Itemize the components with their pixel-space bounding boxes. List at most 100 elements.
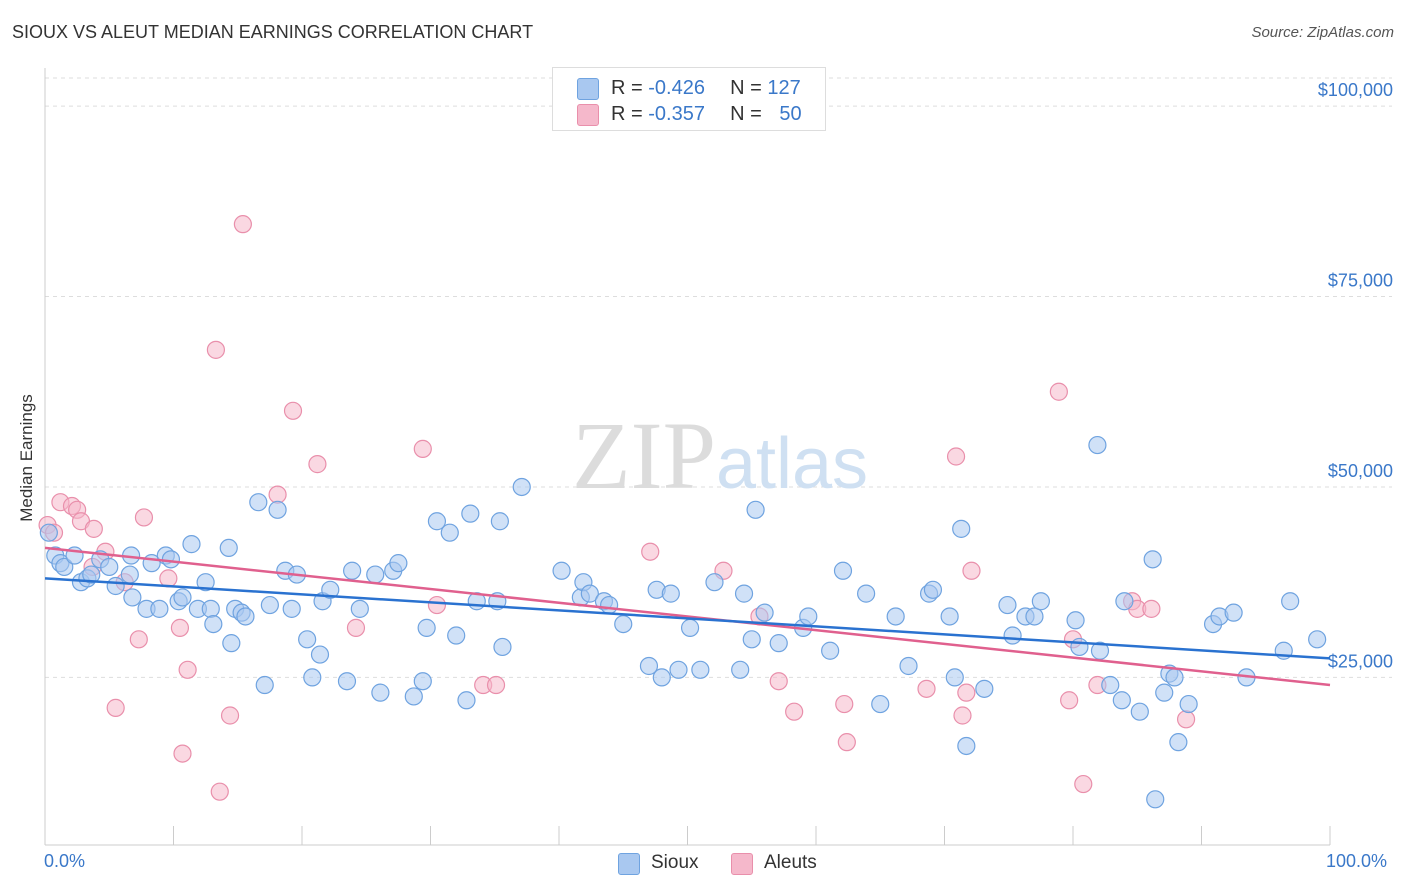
sioux-point: [1165, 668, 1184, 687]
axes: [44, 68, 1331, 846]
sioux-point: [1155, 683, 1174, 702]
sioux-point: [940, 607, 959, 626]
aleut-point: [308, 455, 327, 474]
legend-label-aleuts: Aleuts: [764, 852, 817, 873]
legend-label-sioux: Sioux: [651, 852, 699, 873]
sioux-point: [222, 634, 241, 653]
sioux-point: [639, 656, 659, 676]
y-tick-label: $25,000: [1328, 651, 1393, 671]
sioux-point: [321, 580, 340, 599]
aleut-point: [134, 508, 154, 527]
aleut-point: [917, 679, 936, 698]
sioux-point: [1169, 733, 1188, 752]
sioux-point: [298, 630, 317, 649]
sioux-point: [282, 599, 301, 618]
sioux-point: [413, 672, 432, 691]
sioux-point: [871, 694, 890, 714]
n-label: N =: [730, 103, 768, 125]
sioux-point: [440, 523, 459, 542]
sioux-point: [945, 668, 964, 687]
aleut-point: [946, 447, 966, 466]
sioux-point: [821, 641, 840, 660]
aleut-point: [1074, 774, 1093, 794]
aleut-point: [210, 782, 229, 801]
sioux-point: [255, 675, 274, 695]
sioux-point: [1101, 675, 1120, 695]
sioux-point: [371, 683, 390, 702]
sioux-point: [652, 668, 671, 687]
aleut-point: [283, 401, 303, 420]
y-tick-labels: $25,000 $50,000 $75,000 $100,000: [1318, 80, 1393, 671]
sioux-point: [680, 618, 700, 637]
sioux-point: [731, 660, 750, 679]
sioux-point: [457, 691, 476, 710]
sioux-point: [201, 599, 220, 618]
sioux-point: [769, 634, 788, 653]
aleut-point: [641, 542, 660, 561]
n-value: 127: [767, 77, 801, 99]
sioux-points: [39, 435, 1327, 809]
sioux-point: [427, 512, 447, 531]
sioux-point: [268, 500, 287, 519]
aleut-point: [837, 733, 856, 752]
sioux-point: [833, 561, 853, 580]
sioux-point: [350, 599, 369, 618]
sioux-point: [236, 607, 255, 626]
sioux-point: [55, 557, 74, 577]
sioux-point: [691, 660, 710, 679]
sioux-point: [493, 637, 512, 657]
sioux-point: [614, 614, 633, 634]
sioux-point: [219, 538, 238, 558]
x-ticks: [44, 826, 1331, 845]
sioux-point: [249, 493, 268, 512]
aleut-point: [1176, 710, 1196, 729]
sioux-point: [512, 477, 531, 497]
sioux-point: [204, 614, 223, 634]
sioux-point: [1031, 592, 1050, 611]
aleut-point: [220, 706, 240, 725]
r-label: R =: [611, 103, 649, 125]
sioux-point: [755, 603, 774, 622]
aleut-point: [413, 439, 432, 458]
aleut-point: [268, 485, 287, 504]
sioux-point: [857, 584, 876, 603]
sioux-swatch: [577, 78, 599, 100]
sioux-point: [600, 595, 619, 615]
sioux-point: [150, 599, 169, 618]
sioux-point: [886, 607, 905, 626]
aleut-point: [178, 660, 197, 679]
sioux-point: [1281, 592, 1300, 611]
aleut-point: [785, 702, 804, 721]
r-value: -0.357: [648, 103, 705, 125]
zipatlas-watermark: ZIPatlas: [572, 402, 868, 509]
r-value: -0.426: [648, 77, 705, 99]
aleut-point: [962, 561, 981, 580]
sioux-point: [196, 573, 215, 592]
aleut-point: [769, 672, 788, 691]
y-tick-label: $75,000: [1328, 271, 1393, 291]
sioux-point: [742, 630, 761, 649]
sioux-point: [182, 535, 201, 554]
aleut-point: [953, 706, 972, 725]
aleut-point: [206, 340, 226, 359]
aleut-point: [486, 675, 506, 695]
y-tick-label: $50,000: [1328, 461, 1393, 481]
sioux-point: [661, 584, 680, 603]
aleut-point: [1060, 691, 1079, 710]
aleut-point: [84, 519, 103, 538]
aleut-point: [346, 618, 366, 637]
sioux-point: [1025, 607, 1044, 626]
sioux-point: [343, 561, 362, 580]
source-label: Source: ZipAtlas.com: [1251, 24, 1394, 41]
trend-lines: [44, 546, 1331, 687]
sioux-point: [734, 584, 754, 603]
n-label: N =: [730, 77, 768, 99]
sioux-point: [1146, 790, 1165, 809]
sioux-point: [998, 595, 1017, 615]
sioux-point: [746, 500, 765, 519]
sioux-point: [461, 504, 480, 523]
sioux-point: [82, 565, 101, 584]
stats-legend: R = -0.426 N = 127 R = -0.357 N = 50: [552, 67, 826, 131]
aleut-point: [170, 618, 190, 637]
